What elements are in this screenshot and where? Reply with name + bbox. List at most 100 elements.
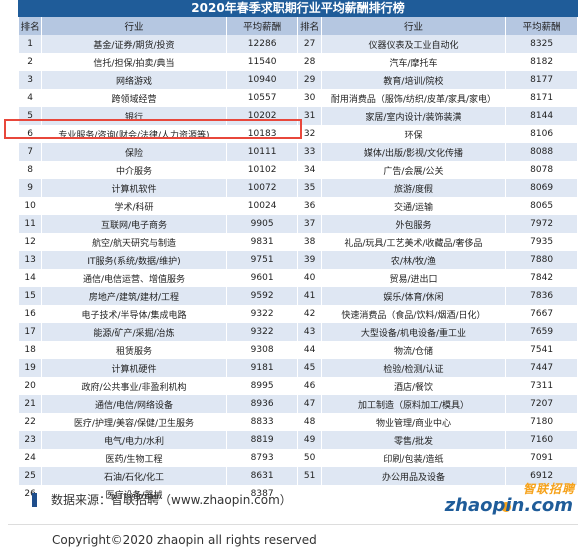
table-row: 1 基金/证券/期货/投资 12286 27 仪器仪表及工业自动化 8325 <box>17 35 578 53</box>
left-salary-cell: 10111 <box>225 143 299 161</box>
right-rank-cell: 43 <box>297 323 322 341</box>
table-row: 16 电子技术/半导体/集成电路 9322 42 快速消费品（食品/饮料/烟酒/日化） 7… <box>17 305 578 323</box>
right-industry-cell: 汽车/摩托车 <box>320 53 507 71</box>
left-industry-cell: IT服务(系统/数据/维护) <box>41 251 227 269</box>
right-salary-cell: 7972 <box>505 215 578 233</box>
right-rank-cell: 50 <box>297 449 322 467</box>
left-industry-cell: 互联网/电子商务 <box>41 215 227 233</box>
right-salary-cell: 8065 <box>505 197 578 215</box>
left-rank-cell: 14 <box>17 269 43 287</box>
left-rank-cell: 13 <box>17 251 43 269</box>
table-row: 11 互联网/电子商务 9905 37 外包服务 7972 <box>17 215 578 233</box>
right-industry-cell: 外包服务 <box>320 215 507 233</box>
right-rank-cell: 27 <box>297 35 322 53</box>
left-salary-cell: 12286 <box>225 35 299 53</box>
left-industry-cell: 医疗设备/器械 <box>41 485 227 503</box>
right-rank-cell: 38 <box>297 233 322 251</box>
header-industry: 行业 <box>41 17 227 35</box>
left-industry-cell: 航空/航天研究与制造 <box>41 233 227 251</box>
left-rank-cell: 8 <box>17 161 43 179</box>
right-rank-cell: 34 <box>297 161 322 179</box>
right-industry-cell: 贸易/进出口 <box>320 269 507 287</box>
left-industry-cell: 政府/公共事业/非盈利机构 <box>41 377 227 395</box>
right-industry-cell: 加工制造（原料加工/模具） <box>320 395 507 413</box>
right-industry-cell: 农/林/牧/渔 <box>320 251 507 269</box>
left-industry-cell: 网络游戏 <box>41 71 227 89</box>
right-industry-cell: 家居/室内设计/装饰装潢 <box>320 107 507 125</box>
left-rank-cell: 21 <box>17 395 43 413</box>
right-salary-cell: 7447 <box>505 359 578 377</box>
header-rank: 排名 <box>297 17 322 35</box>
table-row: 10 学术/科研 10024 36 交通/运输 8065 <box>17 197 578 215</box>
table-row: 7 保险 10111 33 媒体/出版/影视/文化传播 8088 <box>17 143 578 161</box>
right-rank-cell <box>297 485 322 503</box>
right-industry-cell: 仪器仪表及工业自动化 <box>320 35 507 53</box>
left-rank-cell: 17 <box>17 323 43 341</box>
right-salary-cell: 7091 <box>505 449 578 467</box>
left-rank-cell: 15 <box>17 287 43 305</box>
right-salary-cell: 8069 <box>505 179 578 197</box>
left-rank-cell: 2 <box>17 53 43 71</box>
right-rank-cell: 33 <box>297 143 322 161</box>
footer-divider <box>8 524 578 525</box>
right-salary-cell: 8177 <box>505 71 578 89</box>
left-industry-cell: 通信/电信/网络设备 <box>41 395 227 413</box>
left-salary-cell: 9831 <box>225 233 299 251</box>
right-rank-cell: 32 <box>297 125 322 143</box>
logo-en-text: zhaopin.com <box>444 495 573 516</box>
right-industry-cell: 教育/培训/院校 <box>320 71 507 89</box>
table-row: 20 政府/公共事业/非盈利机构 8995 46 酒店/餐饮 7311 <box>17 377 578 395</box>
table-row: 19 计算机硬件 9181 45 检验/检测/认证 7447 <box>17 359 578 377</box>
table-row: 14 通信/电信运营、增值服务 9601 40 贸易/进出口 7842 <box>17 269 578 287</box>
left-rank-cell: 6 <box>17 125 43 143</box>
right-industry-cell: 零售/批发 <box>320 431 507 449</box>
table-title: 2020年春季求职期行业平均薪酬排行榜 <box>18 0 578 17</box>
left-rank-cell: 12 <box>17 233 43 251</box>
left-rank-cell: 23 <box>17 431 43 449</box>
left-rank-cell: 5 <box>17 107 43 125</box>
table-row: 26 医疗设备/器械 8387 <box>17 485 578 503</box>
left-industry-cell: 电子技术/半导体/集成电路 <box>41 305 227 323</box>
left-salary-cell: 10940 <box>225 71 299 89</box>
copyright-text: Copyright©2020 zhaopin all rights reserv… <box>52 533 317 547</box>
table-row: 8 中介服务 10102 34 广告/会展/公关 8078 <box>17 161 578 179</box>
right-salary-cell: 8182 <box>505 53 578 71</box>
left-rank-cell: 22 <box>17 413 43 431</box>
left-salary-cell: 8819 <box>225 431 299 449</box>
left-salary-cell: 10102 <box>225 161 299 179</box>
table-row: 21 通信/电信/网络设备 8936 47 加工制造（原料加工/模具） 7207 <box>17 395 578 413</box>
left-salary-cell: 8995 <box>225 377 299 395</box>
right-rank-cell: 39 <box>297 251 322 269</box>
right-rank-cell: 47 <box>297 395 322 413</box>
right-rank-cell: 46 <box>297 377 322 395</box>
right-salary-cell: 8078 <box>505 161 578 179</box>
left-rank-cell: 7 <box>17 143 43 161</box>
left-industry-cell: 中介服务 <box>41 161 227 179</box>
left-rank-cell: 4 <box>17 89 43 107</box>
table-header-row: 排名 行业 平均薪酬 排名 行业 平均薪酬 <box>17 17 578 35</box>
left-salary-cell: 9308 <box>225 341 299 359</box>
left-salary-cell: 10024 <box>225 197 299 215</box>
right-industry-cell: 快速消费品（食品/饮料/烟酒/日化） <box>320 305 507 323</box>
right-salary-cell: 7836 <box>505 287 578 305</box>
table-row: 22 医疗/护理/美容/保健/卫生服务 8833 48 物业管理/商业中心 7180 <box>17 413 578 431</box>
table-row: 18 租赁服务 9308 44 物流/仓储 7541 <box>17 341 578 359</box>
right-rank-cell: 49 <box>297 431 322 449</box>
left-salary-cell: 10072 <box>225 179 299 197</box>
left-salary-cell: 8631 <box>225 467 299 485</box>
right-rank-cell: 40 <box>297 269 322 287</box>
right-salary-cell: 7935 <box>505 233 578 251</box>
right-industry-cell: 大型设备/机电设备/重工业 <box>320 323 507 341</box>
left-rank-cell: 11 <box>17 215 43 233</box>
right-industry-cell: 办公用品及设备 <box>320 467 507 485</box>
source-bullet <box>32 492 37 507</box>
right-rank-cell: 48 <box>297 413 322 431</box>
data-source: 数据来源：智联招聘（www.zhaopin.com） <box>32 491 292 508</box>
left-industry-cell: 专业服务/咨询(财会/法律/人力资源等) <box>41 125 227 143</box>
right-rank-cell: 28 <box>297 53 322 71</box>
right-salary-cell: 7842 <box>505 269 578 287</box>
left-salary-cell: 10557 <box>225 89 299 107</box>
left-industry-cell: 医疗/护理/美容/保健/卫生服务 <box>41 413 227 431</box>
table-row: 4 跨领域经营 10557 30 耐用消费品（服饰/纺织/皮革/家具/家电） 8171 <box>17 89 578 107</box>
left-industry-cell: 信托/担保/拍卖/典当 <box>41 53 227 71</box>
